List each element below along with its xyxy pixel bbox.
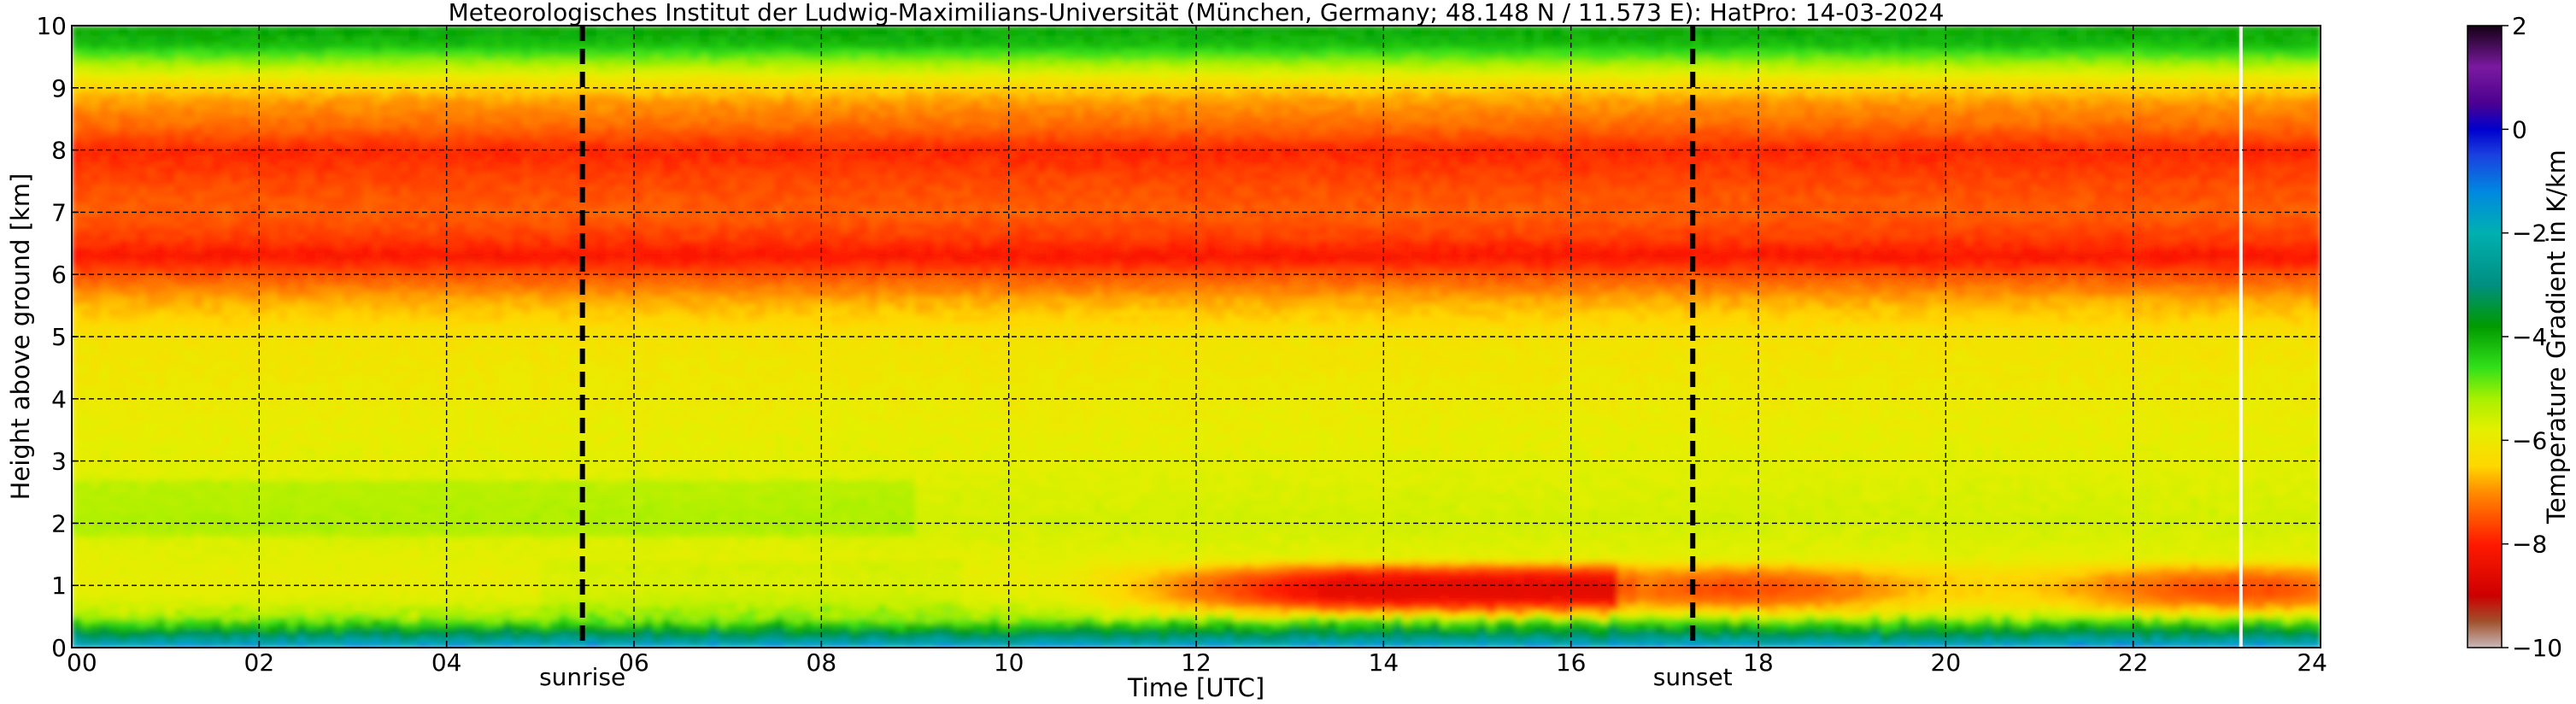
x-tick-label: 04 xyxy=(431,648,462,677)
colorbar-tick-label: −10 xyxy=(2512,634,2562,662)
x-tick-label: 18 xyxy=(1743,648,1774,677)
x-tick-label: 00 xyxy=(67,648,97,677)
y-axis-label: Height above ground [km] xyxy=(6,173,35,501)
y-tick-label: 5 xyxy=(51,323,67,351)
y-tick-label: 4 xyxy=(51,385,67,414)
x-axis-label: Time [UTC] xyxy=(1127,673,1265,702)
y-tick-label: 2 xyxy=(51,509,67,537)
x-tick-label: 16 xyxy=(1556,648,1587,677)
y-tick-label: 6 xyxy=(51,261,67,289)
y-tick-label: 8 xyxy=(51,137,67,165)
colorbar-label: Temperature Gradient in K/km xyxy=(2542,150,2571,525)
y-tick-label: 0 xyxy=(51,634,67,662)
colorbar-tick-label: 2 xyxy=(2512,12,2527,40)
sunset-label: sunset xyxy=(1653,663,1733,691)
x-tick-label: 20 xyxy=(1931,648,1962,677)
chart-title: Meteorologisches Institut der Ludwig-Max… xyxy=(449,0,1945,26)
x-tick-label: 10 xyxy=(994,648,1024,677)
x-tick-label: 06 xyxy=(619,648,649,677)
x-tick-label: 14 xyxy=(1369,648,1399,677)
colorbar-gradient xyxy=(2467,26,2502,648)
y-tick-label: 10 xyxy=(36,12,67,40)
sunrise-label: sunrise xyxy=(539,663,625,691)
colorbar: 20−2−4−6−8−10 Temperature Gradient in K/… xyxy=(2467,12,2571,662)
x-tick-label: 24 xyxy=(2297,648,2327,677)
colorbar-tick-label: 0 xyxy=(2512,115,2527,144)
y-tick-label: 7 xyxy=(51,198,67,226)
x-tick-label: 02 xyxy=(244,648,275,677)
y-tick-label: 3 xyxy=(51,448,67,476)
colorbar-tick-label: −8 xyxy=(2512,531,2547,559)
y-tick-label: 1 xyxy=(51,572,67,600)
x-tick-label: 08 xyxy=(807,648,837,677)
y-tick-label: 9 xyxy=(51,74,67,103)
x-tick-label: 22 xyxy=(2118,648,2149,677)
